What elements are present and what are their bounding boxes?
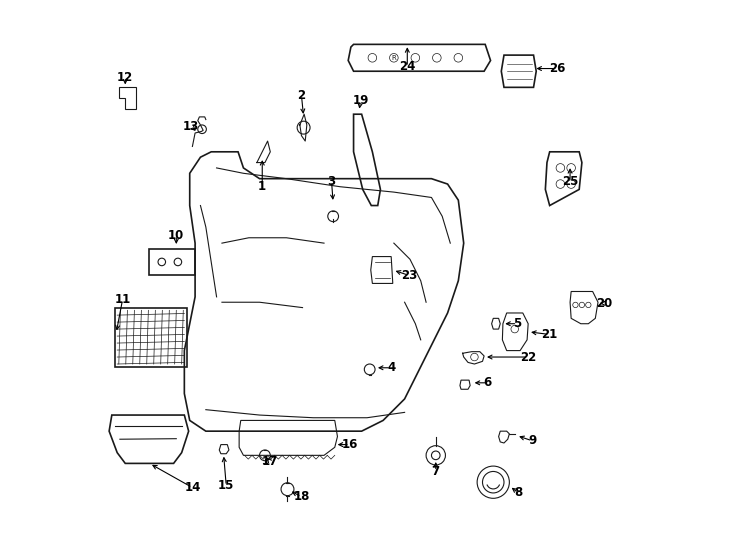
Text: 4: 4	[387, 361, 396, 374]
Text: 6: 6	[484, 376, 492, 389]
Text: 21: 21	[542, 328, 558, 341]
Text: 7: 7	[432, 465, 440, 478]
Text: 12: 12	[117, 71, 134, 84]
Text: 10: 10	[168, 228, 184, 241]
Text: 3: 3	[327, 175, 335, 188]
Text: 5: 5	[513, 317, 522, 330]
Text: 1: 1	[258, 180, 266, 193]
Text: 18: 18	[294, 490, 310, 503]
Text: 23: 23	[401, 269, 417, 282]
Text: 24: 24	[399, 60, 415, 73]
Text: 2: 2	[297, 89, 305, 102]
Text: R: R	[391, 55, 396, 61]
Text: 20: 20	[596, 297, 613, 310]
Text: 22: 22	[520, 350, 537, 363]
Text: 15: 15	[218, 480, 234, 492]
Text: 8: 8	[515, 487, 523, 500]
Text: 26: 26	[550, 62, 566, 75]
Text: 25: 25	[562, 175, 578, 188]
Text: 14: 14	[184, 481, 200, 494]
Text: 13: 13	[183, 119, 199, 132]
Text: 19: 19	[352, 94, 368, 107]
Text: 9: 9	[528, 434, 537, 447]
Text: 11: 11	[115, 293, 131, 306]
Text: 17: 17	[262, 455, 278, 468]
Text: 16: 16	[341, 438, 358, 451]
